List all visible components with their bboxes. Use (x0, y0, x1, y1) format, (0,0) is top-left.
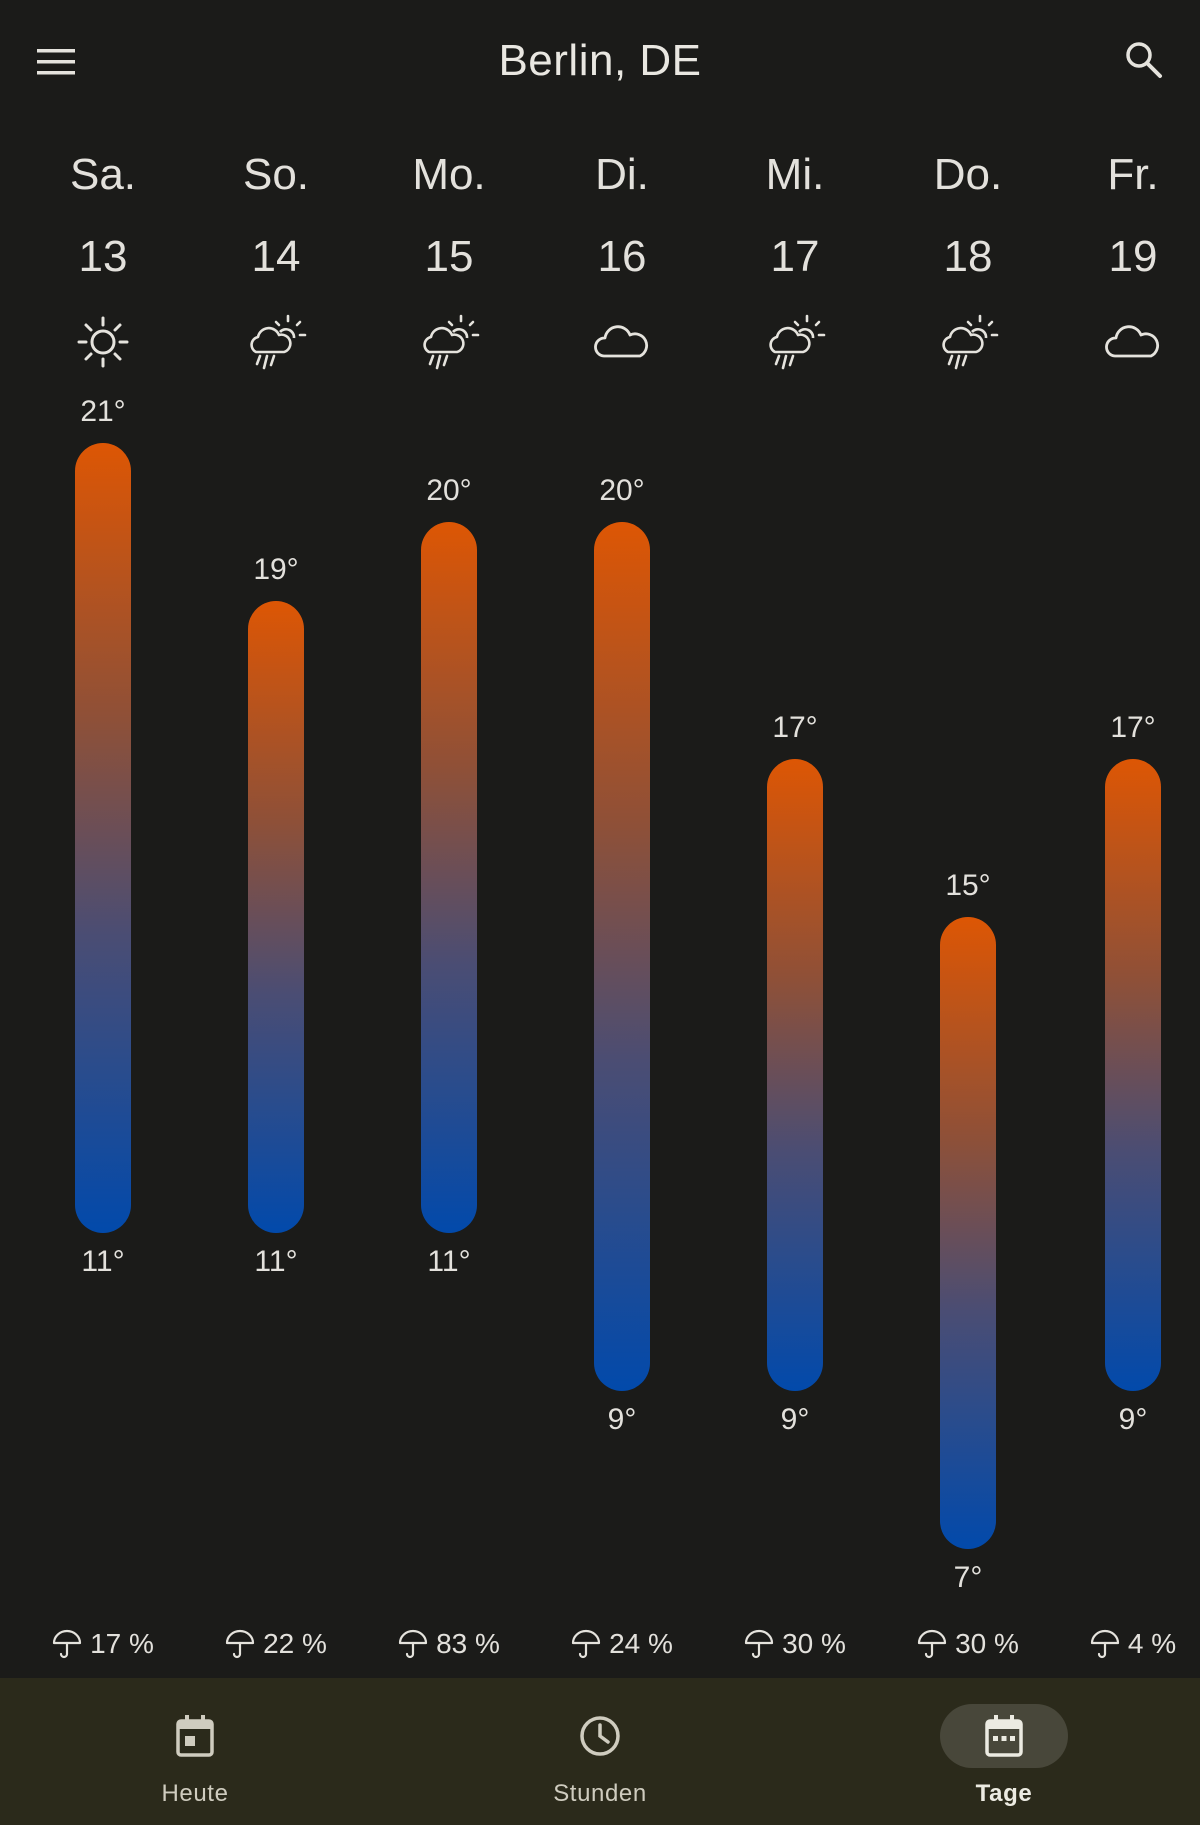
umbrella-icon (225, 1629, 255, 1659)
search-button[interactable] (1114, 30, 1174, 90)
day-date: 14 (251, 232, 301, 281)
precipitation: 17 % (33, 1628, 173, 1660)
precipitation-value: 22 % (263, 1628, 327, 1659)
precipitation: 24 % (552, 1628, 692, 1660)
day-date: 18 (943, 232, 993, 281)
menu-button[interactable] (28, 36, 84, 88)
top-app-bar: Berlin, DE (0, 0, 1200, 125)
umbrella-icon (52, 1629, 82, 1659)
umbrella-icon (744, 1629, 774, 1659)
calendar-days-icon (985, 1715, 1023, 1757)
nav-label: Tage (975, 1780, 1033, 1807)
high-temp-label: 17° (1110, 711, 1156, 744)
precipitation: 22 % (206, 1628, 346, 1660)
day-date: 19 (1108, 232, 1158, 281)
precipitation-value: 83 % (436, 1628, 500, 1659)
precipitation-value: 17 % (90, 1628, 154, 1659)
temperature-range-bar (594, 522, 650, 1391)
menu-icon (37, 49, 75, 75)
nav-item-tage[interactable]: Tage (904, 1678, 1104, 1825)
search-icon (1126, 42, 1162, 78)
nav-pill-active (940, 1704, 1068, 1768)
temperature-range-bar (1105, 759, 1161, 1391)
day-column[interactable]: Mo. 15 20° 11° 83 % (379, 140, 519, 1670)
daily-forecast: Sa. 13 21° 11° 17 % So. 14 19° 11° 22 % Mo. 15 20° 11… (0, 140, 1200, 1670)
day-name: Mi. (765, 150, 825, 199)
day-column[interactable]: Do. 18 15° 7° 30 % (898, 140, 1038, 1670)
day-date: 13 (78, 232, 128, 281)
day-date: 17 (770, 232, 820, 281)
nav-label: Heute (161, 1780, 229, 1807)
umbrella-icon (917, 1629, 947, 1659)
cloud-icon (590, 310, 654, 374)
nav-item-stunden[interactable]: Stunden (500, 1678, 700, 1825)
high-temp-label: 20° (599, 474, 645, 507)
nav-label: Stunden (553, 1780, 647, 1807)
low-temp-label: 9° (780, 1403, 810, 1436)
cloud-icon (1101, 310, 1165, 374)
temperature-range-bar (421, 522, 477, 1233)
precipitation-value: 4 % (1127, 1628, 1177, 1659)
sun-rain-icon (417, 310, 481, 374)
day-name: So. (242, 150, 310, 199)
day-column[interactable]: So. 14 19° 11° 22 % (206, 140, 346, 1670)
calendar-today-icon (176, 1715, 214, 1757)
precipitation: 30 % (898, 1628, 1038, 1660)
nav-pill (131, 1704, 259, 1768)
umbrella-icon (1090, 1629, 1119, 1659)
temperature-range-bar (940, 917, 996, 1549)
low-temp-label: 9° (1118, 1403, 1148, 1436)
low-temp-label: 11° (254, 1245, 298, 1278)
day-column[interactable]: Mi. 17 17° 9° 30 % (725, 140, 865, 1670)
day-date: 16 (597, 232, 647, 281)
nav-item-heute[interactable]: Heute (95, 1678, 295, 1825)
temperature-range-bar (767, 759, 823, 1391)
precipitation: 4 % (1063, 1628, 1200, 1660)
day-name: Mo. (412, 150, 486, 199)
low-temp-label: 11° (81, 1245, 125, 1278)
low-temp-label: 9° (607, 1403, 637, 1436)
day-name: Do. (933, 150, 1003, 199)
page-title: Berlin, DE (498, 36, 702, 85)
bottom-navigation: Heute Stunden Tage (0, 1678, 1200, 1825)
temperature-range-bar (248, 601, 304, 1233)
sun-rain-icon (763, 310, 827, 374)
day-name: Fr. (1107, 150, 1159, 199)
precipitation-value: 30 % (782, 1628, 846, 1659)
sun-rain-icon (936, 310, 1000, 374)
day-column[interactable]: Sa. 13 21° 11° 17 % (33, 140, 173, 1670)
low-temp-label: 7° (953, 1561, 983, 1594)
day-name: Di. (595, 150, 649, 199)
low-temp-label: 11° (427, 1245, 471, 1278)
high-temp-label: 20° (426, 474, 472, 507)
precipitation: 83 % (379, 1628, 519, 1660)
high-temp-label: 19° (253, 553, 299, 586)
day-column[interactable]: Fr. 19 17° 9° 4 % (1063, 140, 1200, 1670)
sun-rain-icon (244, 310, 308, 374)
umbrella-icon (571, 1629, 601, 1659)
high-temp-label: 15° (945, 869, 991, 902)
nav-pill (536, 1704, 664, 1768)
precipitation: 30 % (725, 1628, 865, 1660)
umbrella-icon (398, 1629, 428, 1659)
high-temp-label: 21° (80, 395, 126, 428)
high-temp-label: 17° (772, 711, 818, 744)
sun-icon (71, 310, 135, 374)
day-date: 15 (424, 232, 474, 281)
clock-icon (580, 1716, 620, 1756)
precipitation-value: 30 % (955, 1628, 1019, 1659)
precipitation-value: 24 % (609, 1628, 673, 1659)
day-column[interactable]: Di. 16 20° 9° 24 % (552, 140, 692, 1670)
temperature-range-bar (75, 443, 131, 1233)
day-name: Sa. (69, 150, 137, 199)
